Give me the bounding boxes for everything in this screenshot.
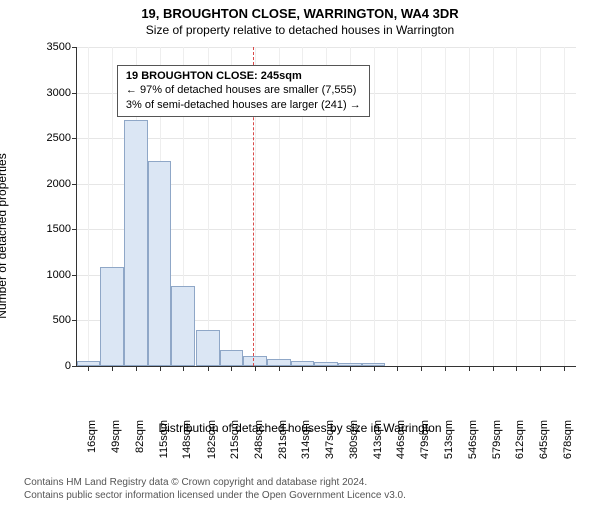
x-gridline [516, 47, 517, 366]
chart-title-sub: Size of property relative to detached ho… [0, 23, 600, 37]
histogram-bar [124, 120, 148, 366]
y-tick-label: 1000 [33, 269, 71, 281]
y-tick [72, 138, 77, 139]
y-tick-label: 3000 [33, 87, 71, 99]
x-gridline [88, 47, 89, 366]
x-gridline [540, 47, 541, 366]
chart-container: Number of detached properties 0500100015… [20, 41, 580, 431]
y-tick [72, 320, 77, 321]
x-gridline [469, 47, 470, 366]
x-tick [540, 366, 541, 371]
histogram-bar [291, 361, 315, 366]
x-tick [564, 366, 565, 371]
x-tick [255, 366, 256, 371]
y-tick-label: 1500 [33, 223, 71, 235]
histogram-bar [338, 363, 362, 366]
x-tick [112, 366, 113, 371]
y-axis-label: Number of detached properties [0, 153, 9, 318]
x-tick [183, 366, 184, 371]
x-tick [279, 366, 280, 371]
histogram-bar [100, 267, 124, 366]
y-tick-label: 2500 [33, 132, 71, 144]
histogram-bar [220, 350, 244, 366]
histogram-bar [77, 361, 101, 366]
x-tick [421, 366, 422, 371]
footer-line-2: Contains public sector information licen… [24, 490, 406, 503]
footer-line-1: Contains HM Land Registry data © Crown c… [24, 477, 406, 490]
histogram-bar [314, 362, 338, 366]
x-tick [493, 366, 494, 371]
x-gridline [421, 47, 422, 366]
x-tick [302, 366, 303, 371]
y-tick-label: 2000 [33, 178, 71, 190]
x-tick [516, 366, 517, 371]
y-tick [72, 184, 77, 185]
x-gridline [564, 47, 565, 366]
chart-title-main: 19, BROUGHTON CLOSE, WARRINGTON, WA4 3DR [0, 6, 600, 21]
histogram-bar [196, 330, 220, 366]
y-tick-label: 3500 [33, 41, 71, 53]
plot-area: 050010001500200025003000350016sqm49sqm82… [76, 47, 576, 367]
y-tick [72, 229, 77, 230]
x-axis-label: Distribution of detached houses by size … [20, 421, 580, 435]
annotation-title: 19 BROUGHTON CLOSE: 245sqm [126, 69, 361, 84]
x-tick [231, 366, 232, 371]
x-tick [469, 366, 470, 371]
histogram-bar [362, 363, 386, 366]
plot-inner: 050010001500200025003000350016sqm49sqm82… [76, 47, 576, 367]
x-tick [397, 366, 398, 371]
histogram-bar [243, 356, 267, 366]
x-tick [326, 366, 327, 371]
y-tick [72, 93, 77, 94]
x-tick [88, 366, 89, 371]
y-tick [72, 275, 77, 276]
x-tick [160, 366, 161, 371]
histogram-bar [171, 286, 195, 366]
y-tick [72, 366, 77, 367]
x-tick [374, 366, 375, 371]
annotation-line-1: ← 97% of detached houses are smaller (7,… [126, 83, 361, 98]
histogram-bar [267, 359, 291, 366]
y-tick-label: 0 [33, 360, 71, 372]
x-gridline [493, 47, 494, 366]
histogram-bar [148, 161, 172, 366]
x-tick [350, 366, 351, 371]
footer-attribution: Contains HM Land Registry data © Crown c… [24, 477, 406, 502]
y-tick-label: 500 [33, 314, 71, 326]
annotation-line-2: 3% of semi-detached houses are larger (2… [126, 98, 361, 113]
x-gridline [374, 47, 375, 366]
annotation-box: 19 BROUGHTON CLOSE: 245sqm← 97% of detac… [117, 65, 370, 118]
x-gridline [397, 47, 398, 366]
y-tick [72, 47, 77, 48]
x-tick [136, 366, 137, 371]
x-gridline [445, 47, 446, 366]
x-tick [445, 366, 446, 371]
x-tick [208, 366, 209, 371]
